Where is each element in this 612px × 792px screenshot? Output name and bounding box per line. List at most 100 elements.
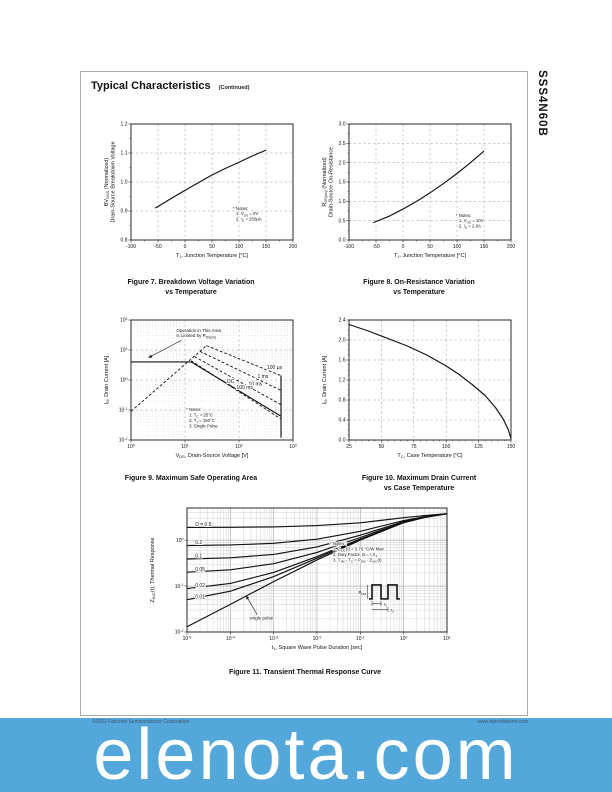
svg-text:0.8: 0.8 — [339, 398, 346, 404]
svg-text:* Notes:: * Notes: — [456, 213, 471, 218]
figure7-caption: Figure 7. Breakdown Voltage Variation vs… — [82, 278, 300, 297]
svg-text:101​: 101​ — [443, 635, 451, 642]
svg-text:100 μs: 100 μs — [267, 365, 283, 371]
figure7-caption-line1: Figure 7. Breakdown Voltage Variation — [127, 279, 255, 286]
figure9-soa-chart: 100​ 101​ 102​ 103​ 10-2​ 10-1​ 100​ 101​ 102​ VD… — [101, 314, 303, 483]
figure11-thermal-response-chart: 10-5​ 10-4​ 10-3​ 10-2​ 10-1​ 100​ 101​ 10-2​ 10… — [147, 502, 459, 673]
figure8-caption-line2: vs Temperature — [393, 288, 445, 296]
svg-text:0.2: 0.2 — [195, 540, 202, 546]
svg-text:2. Duty Factor, D = t1​/t2​: 2. Duty Factor, D = t1​/t2​ — [333, 552, 377, 558]
svg-text:0.02: 0.02 — [195, 583, 205, 589]
svg-text:DC: DC — [227, 379, 235, 385]
figure9-caption-line1: Figure 9. Maximum Safe Operating Area — [124, 475, 258, 482]
figure8-caption-line1: Figure 8. On-Resistance Variation — [363, 279, 475, 286]
svg-text:-100: -100 — [344, 244, 354, 250]
svg-text:0: 0 — [402, 244, 405, 250]
svg-text:100​: 100​ — [400, 635, 408, 642]
svg-text:1.0: 1.0 — [121, 180, 128, 186]
svg-text:0.4: 0.4 — [339, 418, 346, 424]
svg-text:2. ID​ = 2.0A: 2. ID​ = 2.0A — [459, 224, 481, 230]
svg-text:1. ZθJC​(t) = 3.76 °C/W Max.: 1. ZθJC​(t) = 3.76 °C/W Max. — [333, 547, 385, 553]
figure9-caption: Figure 9. Maximum Safe Operating Area — [82, 474, 300, 484]
svg-text:100 ms: 100 ms — [237, 385, 254, 391]
svg-text:1.6: 1.6 — [339, 358, 346, 364]
svg-text:10-2​: 10-2​ — [119, 437, 128, 444]
svg-text:1.2: 1.2 — [339, 378, 346, 384]
svg-text:Drain-Source Breakdown Voltage: Drain-Source Breakdown Voltage — [111, 141, 117, 222]
svg-text:ID​, Drain Current [A]: ID​, Drain Current [A] — [104, 355, 110, 404]
svg-text:0.0: 0.0 — [339, 238, 346, 244]
section-title-text: Typical Characteristics — [91, 80, 211, 92]
figure8-on-resistance-chart: -100 -50 0 50 100 150 200 0.0 0.5 1.0 1.5 2.0 2.5 3.0… — [319, 118, 521, 281]
footer-url: www.fairchildsemi.com — [477, 719, 528, 725]
elenota-watermark-text: elenota.com — [93, 718, 519, 792]
svg-text:25: 25 — [346, 444, 352, 450]
svg-text:1.2: 1.2 — [121, 122, 128, 128]
svg-text:0.0: 0.0 — [339, 438, 346, 444]
svg-text:10-4​: 10-4​ — [226, 635, 235, 642]
svg-text:0.5: 0.5 — [339, 218, 346, 224]
footer-copyright: ©2002 Fairchild Semiconductor Corporatio… — [92, 719, 190, 725]
svg-text:TJ​, Junction Temperature [°C]: TJ​, Junction Temperature [°C] — [176, 253, 248, 259]
svg-text:10-3​: 10-3​ — [269, 635, 278, 642]
svg-text:100​: 100​ — [120, 377, 128, 384]
svg-text:t1​, Square Wave Pulse Duratio: t1​, Square Wave Pulse Duration [sec] — [272, 645, 363, 651]
svg-text:100: 100 — [453, 244, 462, 250]
svg-text:125: 125 — [474, 444, 483, 450]
svg-text:1. VGS​ = 10V: 1. VGS​ = 10V — [459, 218, 484, 224]
svg-text:3. Single Pulse: 3. Single Pulse — [189, 423, 218, 428]
figure10-caption-line2: vs Case Temperature — [383, 484, 455, 492]
svg-text:t1​: t1​ — [384, 601, 387, 607]
svg-text:150: 150 — [262, 244, 271, 250]
svg-text:0.05: 0.05 — [195, 567, 205, 573]
svg-text:ZθJC​(t), Thermal Response: ZθJC​(t), Thermal Response — [150, 537, 156, 602]
svg-text:100​: 100​ — [127, 443, 135, 450]
svg-text:0.01: 0.01 — [195, 594, 205, 600]
elenota-watermark-banner: elenota.com — [0, 718, 612, 792]
svg-text:150: 150 — [507, 444, 516, 450]
svg-text:10-1​: 10-1​ — [175, 583, 184, 590]
svg-text:1.1: 1.1 — [121, 151, 128, 157]
svg-text:10-2​: 10-2​ — [313, 635, 322, 642]
svg-text:single pulse: single pulse — [249, 616, 273, 621]
svg-text:10 ms: 10 ms — [249, 382, 263, 388]
svg-text:2.5: 2.5 — [339, 141, 346, 147]
figure7-breakdown-voltage-chart: -100 -50 0 50 100 150 200 0.8 0.9 1.0 1.1 1.2 TJ​, J… — [101, 118, 303, 281]
svg-text:100: 100 — [442, 444, 451, 450]
svg-text:Operation in This Area: Operation in This Area — [176, 328, 221, 333]
svg-text:1 ms: 1 ms — [257, 374, 268, 380]
svg-text:PDM​: PDM​ — [359, 590, 367, 596]
figure10-caption-line1: Figure 10. Maximum Drain Current — [361, 475, 477, 482]
svg-text:0: 0 — [184, 244, 187, 250]
svg-text:2. TJ​ = 150°C: 2. TJ​ = 150°C — [189, 418, 215, 424]
svg-text:1.0: 1.0 — [339, 199, 346, 205]
svg-text:1. TC​ = 25°C: 1. TC​ = 25°C — [189, 413, 213, 419]
svg-text:RDS(on)​ (Normalized): RDS(on)​ (Normalized) — [322, 157, 328, 207]
svg-text:10-1​: 10-1​ — [119, 407, 128, 414]
svg-text:10-5​: 10-5​ — [183, 635, 192, 642]
svg-text:150: 150 — [480, 244, 489, 250]
svg-text:2.4: 2.4 — [339, 318, 346, 324]
svg-text:2.0: 2.0 — [339, 338, 346, 344]
svg-text:1. VGS​ = 0V: 1. VGS​ = 0V — [236, 211, 258, 217]
svg-text:50: 50 — [427, 244, 433, 250]
svg-text:10-1​: 10-1​ — [356, 635, 365, 642]
svg-text:2.0: 2.0 — [339, 160, 346, 166]
svg-text:D = 0.5: D = 0.5 — [195, 522, 211, 528]
svg-text:ID​, Drain Current [A]: ID​, Drain Current [A] — [322, 355, 328, 404]
figure10-caption: Figure 10. Maximum Drain Current vs Case… — [310, 474, 528, 493]
svg-text:75: 75 — [411, 444, 417, 450]
svg-text:VDS​, Drain-Source Voltage [V]: VDS​, Drain-Source Voltage [V] — [176, 453, 249, 459]
svg-text:TC​, Case Temperature [°C]: TC​, Case Temperature [°C] — [397, 453, 463, 459]
svg-text:1.5: 1.5 — [339, 180, 346, 186]
svg-text:101​: 101​ — [181, 443, 189, 450]
svg-text:2. ID​ = 250μA: 2. ID​ = 250μA — [236, 217, 262, 223]
section-title: Typical Characteristics (Continued) — [91, 80, 250, 92]
svg-text:100: 100 — [235, 244, 244, 250]
svg-text:-100: -100 — [126, 244, 136, 250]
svg-text:Drain-Source On-Resistance: Drain-Source On-Resistance — [329, 147, 335, 217]
figure8-caption: Figure 8. On-Resistance Variation vs Tem… — [310, 278, 528, 297]
svg-text:102​: 102​ — [120, 317, 128, 324]
section-title-continued: (Continued) — [218, 85, 250, 91]
